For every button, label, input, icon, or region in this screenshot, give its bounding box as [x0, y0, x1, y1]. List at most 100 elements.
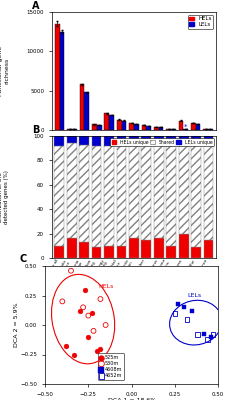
Point	[209, 334, 213, 340]
Bar	[203, 129, 208, 130]
Bar	[117, 120, 122, 130]
Point	[185, 316, 189, 322]
Point	[81, 304, 85, 310]
Point	[83, 286, 87, 293]
Bar	[204, 136, 213, 144]
Bar	[109, 115, 114, 130]
Bar	[60, 32, 65, 130]
Bar	[183, 129, 188, 130]
Bar	[97, 125, 101, 130]
Y-axis label: Functional gene
richness: Functional gene richness	[0, 46, 9, 96]
Bar	[54, 246, 64, 258]
Point	[78, 308, 81, 314]
Bar	[117, 246, 126, 258]
Bar	[117, 136, 126, 146]
Bar	[104, 246, 114, 258]
Point	[61, 298, 64, 305]
Bar	[179, 136, 189, 146]
Point	[95, 348, 99, 354]
Bar	[154, 144, 164, 238]
Y-axis label: Distribution of the
detected genes (%): Distribution of the detected genes (%)	[0, 170, 9, 224]
Point	[99, 345, 102, 352]
Bar	[129, 123, 134, 130]
Bar	[142, 144, 151, 240]
Point	[64, 343, 68, 350]
Bar	[154, 136, 164, 144]
Bar	[79, 136, 89, 144]
Bar	[154, 127, 159, 130]
Bar	[191, 144, 201, 247]
Bar	[92, 124, 97, 130]
Legend: 525m, 530m, 4608m, 4652m: 525m, 530m, 4608m, 4652m	[98, 353, 124, 380]
Legend: HELs unique, Shared, LELs unique: HELs unique, Shared, LELs unique	[110, 138, 214, 146]
Point	[196, 331, 199, 338]
Bar	[67, 143, 77, 238]
Text: A: A	[32, 1, 40, 11]
Bar	[129, 146, 139, 238]
Point	[99, 296, 102, 302]
Bar	[179, 234, 189, 258]
Bar	[67, 136, 77, 143]
Point	[92, 328, 95, 334]
Bar	[208, 129, 213, 130]
Text: HELs: HELs	[99, 284, 114, 290]
Bar	[142, 136, 151, 144]
Bar	[104, 146, 114, 246]
Text: LELs: LELs	[187, 293, 201, 298]
Bar	[117, 146, 126, 246]
Bar	[171, 129, 176, 130]
Bar	[104, 114, 109, 130]
Text: *: *	[184, 124, 187, 130]
Bar	[79, 242, 89, 258]
Bar	[68, 129, 72, 130]
Point	[73, 351, 76, 358]
Point	[69, 268, 73, 274]
Bar	[142, 125, 146, 130]
Bar	[134, 124, 139, 130]
Bar	[196, 124, 200, 130]
Point	[202, 331, 206, 338]
Point	[182, 304, 185, 310]
Y-axis label: DCA 2 = 5.9%: DCA 2 = 5.9%	[14, 303, 19, 347]
Bar	[72, 129, 77, 130]
X-axis label: DCA 1 = 18.6%: DCA 1 = 18.6%	[108, 398, 156, 400]
Point	[86, 334, 90, 340]
Bar	[179, 120, 183, 130]
Bar	[146, 126, 151, 130]
Point	[206, 336, 210, 342]
Bar	[166, 129, 171, 130]
Bar	[129, 136, 139, 146]
Bar	[142, 240, 151, 258]
Text: C: C	[19, 254, 26, 264]
Bar	[67, 238, 77, 258]
Point	[104, 322, 108, 328]
Bar	[166, 136, 176, 146]
Bar	[191, 247, 201, 258]
Text: B: B	[32, 125, 39, 135]
Point	[211, 331, 215, 338]
Bar	[204, 240, 213, 258]
Bar	[154, 238, 164, 258]
Bar	[122, 120, 126, 130]
Point	[86, 312, 90, 319]
Bar	[204, 144, 213, 240]
Bar	[191, 123, 196, 130]
Bar	[92, 146, 101, 247]
Bar	[166, 146, 176, 246]
Point	[109, 355, 113, 361]
Bar	[54, 146, 64, 246]
Bar	[54, 136, 64, 146]
Bar	[191, 136, 201, 144]
Point	[90, 310, 94, 316]
Point	[190, 308, 194, 314]
Point	[177, 300, 180, 307]
Bar	[159, 127, 163, 130]
Legend: HELs, LELs: HELs, LELs	[188, 15, 213, 29]
Bar	[84, 92, 89, 130]
Bar	[104, 136, 114, 146]
Bar	[80, 84, 84, 130]
Bar	[92, 247, 101, 258]
Bar	[129, 238, 139, 258]
Bar	[55, 24, 60, 130]
Bar	[92, 136, 101, 146]
